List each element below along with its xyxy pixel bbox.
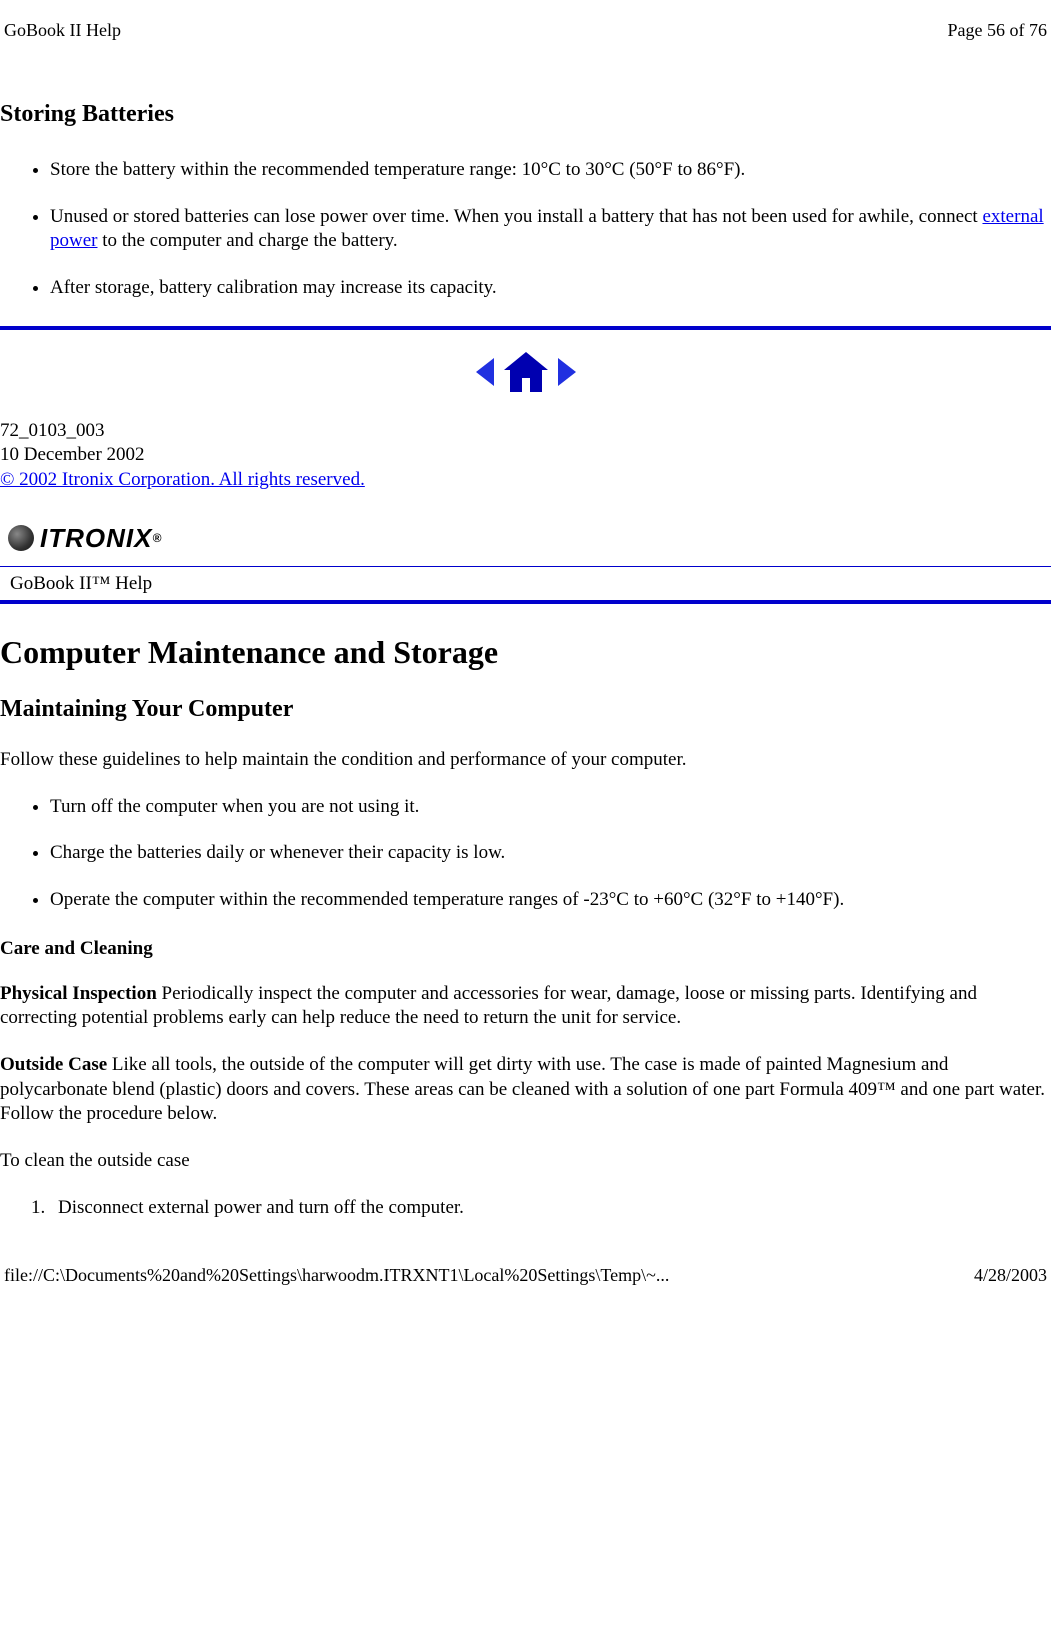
care-cleaning-title: Care and Cleaning <box>0 938 1051 960</box>
list-text: After storage, battery calibration may i… <box>50 277 497 298</box>
list-text: Store the battery within the recommended… <box>50 159 745 180</box>
list-text-pre: Unused or stored batteries can lose powe… <box>50 206 982 227</box>
help-band: GoBook II™ Help <box>0 566 1051 604</box>
next-icon[interactable] <box>554 362 582 379</box>
itronix-banner: ITRONIX® <box>0 513 1051 564</box>
list-text-post: to the computer and charge the battery. <box>97 230 397 251</box>
list-item: Charge the batteries daily or whenever t… <box>50 841 1051 866</box>
list-item: Turn off the computer when you are not u… <box>50 795 1051 820</box>
page-footer: file://C:\Documents%20and%20Settings\har… <box>0 1265 1051 1286</box>
section-divider <box>0 326 1051 330</box>
prev-icon[interactable] <box>470 362 502 379</box>
home-icon[interactable] <box>502 362 554 379</box>
maintenance-bullets: Turn off the computer when you are not u… <box>50 795 1051 913</box>
registered-mark: ® <box>152 531 162 545</box>
clean-case-intro: To clean the outside case <box>0 1149 1051 1174</box>
copyright-link[interactable]: © 2002 Itronix Corporation. All rights r… <box>0 469 365 490</box>
clean-case-steps: Disconnect external power and turn off t… <box>50 1196 1051 1221</box>
doc-meta: 72_0103_003 10 December 2002 © 2002 Itro… <box>0 419 1051 493</box>
outside-case-text: Like all tools, the outside of the compu… <box>0 1054 1045 1124</box>
physical-inspection-para: Physical Inspection Periodically inspect… <box>0 982 1051 1031</box>
list-item: Disconnect external power and turn off t… <box>50 1196 1051 1221</box>
list-item: Unused or stored batteries can lose powe… <box>50 205 1051 254</box>
globe-icon <box>8 525 34 551</box>
storing-batteries-title: Storing Batteries <box>0 101 1051 128</box>
doc-number: 72_0103_003 <box>0 419 1051 444</box>
list-item: Store the battery within the recommended… <box>50 158 1051 183</box>
doc-date: 10 December 2002 <box>0 443 1051 468</box>
list-item: After storage, battery calibration may i… <box>50 276 1051 301</box>
header-left: GoBook II Help <box>4 20 121 41</box>
physical-inspection-label: Physical Inspection <box>0 983 157 1004</box>
list-item: Operate the computer within the recommen… <box>50 888 1051 913</box>
header-right: Page 56 of 76 <box>948 20 1047 41</box>
help-label: GoBook II™ Help <box>10 573 152 594</box>
outside-case-label: Outside Case <box>0 1054 107 1075</box>
step-text: Disconnect external power and turn off t… <box>58 1197 464 1218</box>
list-text: Charge the batteries daily or whenever t… <box>50 842 505 863</box>
storing-batteries-list: Store the battery within the recommended… <box>50 158 1051 301</box>
outside-case-para: Outside Case Like all tools, the outside… <box>0 1053 1051 1127</box>
nav-icons-row <box>0 350 1051 394</box>
page-header: GoBook II Help Page 56 of 76 <box>0 20 1051 41</box>
itronix-logo: ITRONIX® <box>0 513 170 564</box>
maintenance-title: Computer Maintenance and Storage <box>0 634 1051 671</box>
brand-name: ITRONIX <box>40 523 152 554</box>
list-text: Operate the computer within the recommen… <box>50 889 844 910</box>
footer-date: 4/28/2003 <box>974 1265 1047 1286</box>
maintenance-intro: Follow these guidelines to help maintain… <box>0 748 1051 773</box>
footer-path: file://C:\Documents%20and%20Settings\har… <box>4 1265 669 1286</box>
list-text: Turn off the computer when you are not u… <box>50 796 419 817</box>
maintaining-subheading: Maintaining Your Computer <box>0 696 1051 723</box>
